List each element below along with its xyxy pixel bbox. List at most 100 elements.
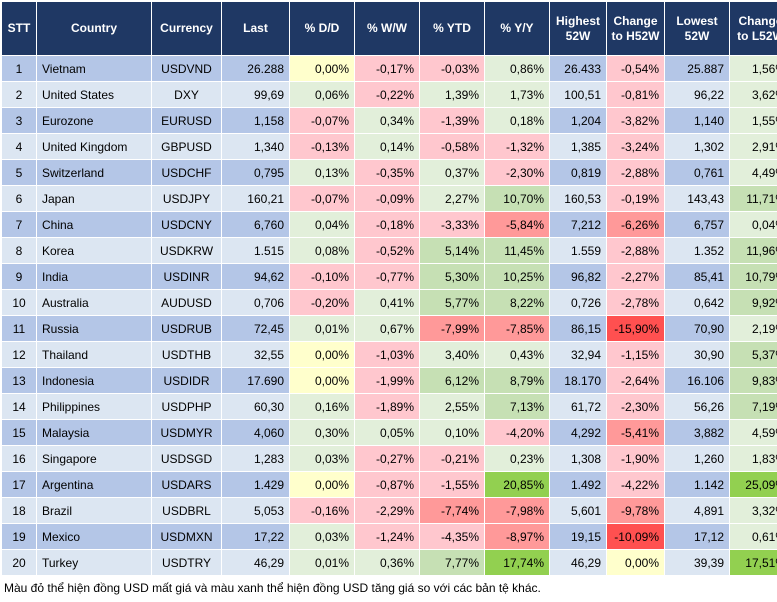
cell-stt: 6: [1, 185, 37, 212]
header-low52: Lowest 52W: [664, 1, 730, 56]
cell-yy: 0,18%: [484, 107, 550, 134]
cell-country: Korea: [36, 237, 152, 264]
cell-ytd: -7,74%: [419, 497, 485, 524]
cell-ww: -0,22%: [354, 81, 420, 108]
table-row: 18 Brazil USDBRL 5,053 -0,16% -2,29% -7,74% -7,…: [1, 497, 777, 524]
cell-dd: 0,01%: [289, 549, 355, 576]
cell-ytd: 3,40%: [419, 341, 485, 368]
table-row: 16 Singapore USDSGD 1,283 0,03% -0,27% -0,21% 0…: [1, 445, 777, 472]
cell-stt: 17: [1, 471, 37, 498]
cell-stt: 2: [1, 81, 37, 108]
cell-last: 1,283: [221, 445, 290, 472]
cell-chl52: 11,71%: [729, 185, 777, 212]
table-row: 2 United States DXY 99,69 0,06% -0,22% 1,39% 1,…: [1, 81, 777, 108]
cell-chh52: -0,81%: [606, 81, 665, 108]
cell-yy: 1,73%: [484, 81, 550, 108]
cell-low52: 16.106: [664, 367, 730, 394]
cell-yy: -8,97%: [484, 523, 550, 550]
cell-country: Turkey: [36, 549, 152, 576]
cell-currency: DXY: [151, 81, 222, 108]
cell-high52: 4,292: [549, 419, 607, 446]
table-row: 12 Thailand USDTHB 32,55 0,00% -1,03% 3,40% 0,4…: [1, 341, 777, 368]
cell-stt: 3: [1, 107, 37, 134]
cell-low52: 143,43: [664, 185, 730, 212]
cell-chl52: 25,09%: [729, 471, 777, 498]
table-row: 8 Korea USDKRW 1.515 0,08% -0,52% 5,14% 11,45% 1…: [1, 237, 777, 264]
cell-yy: 7,13%: [484, 393, 550, 420]
cell-ytd: 5,14%: [419, 237, 485, 264]
cell-chl52: 1,56%: [729, 55, 777, 82]
cell-ww: -0,17%: [354, 55, 420, 82]
footnote: Màu đỏ thể hiện đồng USD mất giá và màu …: [4, 581, 541, 595]
cell-ww: -0,27%: [354, 445, 420, 472]
cell-stt: 1: [1, 55, 37, 82]
cell-ww: -2,29%: [354, 497, 420, 524]
cell-currency: USDJPY: [151, 185, 222, 212]
cell-yy: 8,22%: [484, 289, 550, 316]
cell-high52: 61,72: [549, 393, 607, 420]
cell-dd: 0,16%: [289, 393, 355, 420]
cell-dd: -0,10%: [289, 263, 355, 290]
cell-currency: USDSGD: [151, 445, 222, 472]
cell-chh52: -4,22%: [606, 471, 665, 498]
cell-currency: AUDUSD: [151, 289, 222, 316]
table-row: 6 Japan USDJPY 160,21 -0,07% -0,09% 2,27% 10,70…: [1, 185, 777, 212]
cell-ww: 0,05%: [354, 419, 420, 446]
cell-currency: USDRUB: [151, 315, 222, 342]
cell-chh52: 0,00%: [606, 549, 665, 576]
cell-country: Mexico: [36, 523, 152, 550]
cell-ww: -0,77%: [354, 263, 420, 290]
cell-ww: 0,67%: [354, 315, 420, 342]
cell-high52: 0,726: [549, 289, 607, 316]
cell-dd: -0,07%: [289, 107, 355, 134]
cell-currency: USDTRY: [151, 549, 222, 576]
cell-ww: 0,14%: [354, 133, 420, 160]
fx-table: STT Country Currency Last% D/D% W/W% YTD% Y…: [1, 1, 777, 576]
cell-chl52: 1,83%: [729, 445, 777, 472]
cell-country: Indonesia: [36, 367, 152, 394]
cell-country: Russia: [36, 315, 152, 342]
cell-last: 160,21: [221, 185, 290, 212]
header-yy: % Y/Y: [484, 1, 550, 56]
cell-currency: USDPHP: [151, 393, 222, 420]
cell-last: 32,55: [221, 341, 290, 368]
cell-stt: 11: [1, 315, 37, 342]
cell-chl52: 2,19%: [729, 315, 777, 342]
cell-chl52: 9,92%: [729, 289, 777, 316]
cell-yy: -7,85%: [484, 315, 550, 342]
cell-ww: 0,36%: [354, 549, 420, 576]
cell-low52: 85,41: [664, 263, 730, 290]
cell-dd: 0,00%: [289, 367, 355, 394]
cell-yy: -2,30%: [484, 159, 550, 186]
cell-last: 0,795: [221, 159, 290, 186]
cell-low52: 1,140: [664, 107, 730, 134]
cell-chh52: -2,78%: [606, 289, 665, 316]
cell-country: Switzerland: [36, 159, 152, 186]
table-row: 13 Indonesia USDIDR 17.690 0,00% -1,99% 6,12% 8…: [1, 367, 777, 394]
cell-high52: 1.492: [549, 471, 607, 498]
cell-stt: 10: [1, 289, 37, 316]
cell-chh52: -2,88%: [606, 159, 665, 186]
cell-chh52: -3,82%: [606, 107, 665, 134]
header-ww: % W/W: [354, 1, 420, 56]
header-country: Country: [36, 1, 152, 56]
cell-high52: 26.433: [549, 55, 607, 82]
table-row: 11 Russia USDRUB 72,45 0,01% 0,67% -7,99% -7,85…: [1, 315, 777, 342]
cell-low52: 39,39: [664, 549, 730, 576]
cell-ytd: -0,21%: [419, 445, 485, 472]
cell-chh52: -2,30%: [606, 393, 665, 420]
table-row: 3 Eurozone EURUSD 1,158 -0,07% 0,34% -1,39% 0,1…: [1, 107, 777, 134]
cell-last: 94,62: [221, 263, 290, 290]
cell-country: Thailand: [36, 341, 152, 368]
header-high52: Highest 52W: [549, 1, 607, 56]
cell-ww: -1,99%: [354, 367, 420, 394]
cell-high52: 1,204: [549, 107, 607, 134]
cell-ytd: 7,77%: [419, 549, 485, 576]
cell-dd: 0,03%: [289, 445, 355, 472]
cell-currency: USDMYR: [151, 419, 222, 446]
cell-ww: -0,87%: [354, 471, 420, 498]
cell-dd: -0,13%: [289, 133, 355, 160]
cell-ww: -0,18%: [354, 211, 420, 238]
table-body: 1 Vietnam USDVND 26.288 0,00% -0,17% -0,03% 0,8…: [1, 55, 777, 576]
cell-ytd: 2,27%: [419, 185, 485, 212]
